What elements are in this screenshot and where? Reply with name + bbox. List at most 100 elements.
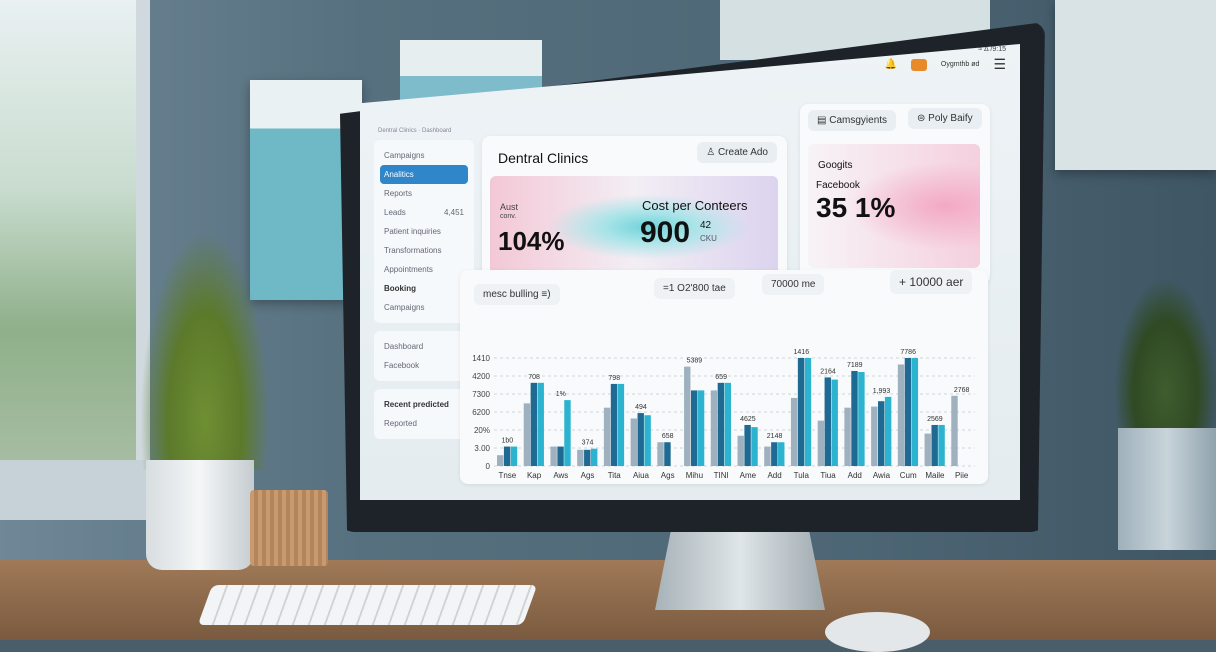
bar bbox=[610, 383, 618, 466]
bar bbox=[938, 424, 945, 466]
bar bbox=[717, 382, 725, 466]
bar bbox=[644, 415, 651, 466]
bar bbox=[778, 442, 785, 466]
sidebar-item[interactable]: Transformations bbox=[384, 246, 442, 255]
sidebar-item[interactable]: Campaigns bbox=[384, 151, 425, 160]
bar bbox=[771, 442, 778, 466]
plant-pot bbox=[146, 460, 254, 570]
x-tick-label: TINI bbox=[714, 471, 729, 480]
status-text: ≈ ∆ /9:15 bbox=[978, 46, 1006, 53]
y-tick-label: 0 bbox=[486, 462, 491, 471]
bar bbox=[697, 390, 705, 466]
sidebar: Campaigns Analitics Reports Leads 4,451 … bbox=[374, 114, 474, 484]
metric-value: 35 1% bbox=[816, 192, 896, 223]
bar bbox=[584, 449, 591, 466]
wall-frame bbox=[1055, 0, 1216, 170]
bar bbox=[664, 442, 671, 466]
filter-button[interactable]: mesc bulling ≡) bbox=[474, 284, 560, 305]
bar bbox=[577, 449, 584, 466]
bar bbox=[617, 383, 625, 466]
user-icon: ♙ bbox=[706, 147, 718, 158]
data-label: 374 bbox=[582, 440, 594, 447]
google-label: Googits bbox=[818, 160, 853, 171]
bar bbox=[657, 442, 664, 466]
x-tick-label: Tula bbox=[794, 471, 810, 480]
data-label: 4625 bbox=[740, 416, 756, 423]
data-label: 659 bbox=[715, 374, 727, 381]
bar bbox=[844, 407, 851, 466]
keyboard[interactable] bbox=[197, 585, 538, 625]
sidebar-item[interactable]: Campaigns bbox=[384, 303, 425, 312]
bar bbox=[764, 446, 771, 466]
bar bbox=[951, 395, 958, 466]
bar-chart: 0 3.00 20% 6200 7300 4200 1410 1b0 Tnse 708 Kap 1% A… bbox=[472, 349, 975, 480]
bar bbox=[724, 382, 731, 466]
chart-card: mesc bulling ≡) =1 O2'800 tae 70000 me +… bbox=[460, 270, 988, 484]
y-tick-label: 6200 bbox=[472, 408, 490, 417]
sidebar-item[interactable]: Leads 4,451 bbox=[384, 208, 464, 217]
bar bbox=[884, 396, 892, 466]
bell-icon[interactable]: 🔔 bbox=[884, 59, 897, 70]
x-tick-label: Add bbox=[848, 471, 862, 480]
sidebar-item[interactable]: Reports bbox=[384, 189, 413, 198]
window bbox=[0, 0, 150, 470]
data-label: 658 bbox=[662, 433, 674, 440]
bar bbox=[557, 446, 564, 466]
plant-right bbox=[1115, 280, 1216, 440]
desk bbox=[0, 560, 1216, 640]
data-label: 2569 bbox=[927, 416, 943, 423]
bar bbox=[550, 446, 557, 466]
callout-2: 70000 me bbox=[762, 274, 825, 295]
bar bbox=[824, 377, 831, 466]
metric-sup: 42 bbox=[700, 220, 712, 231]
bar bbox=[858, 372, 865, 466]
bar bbox=[637, 413, 644, 466]
x-tick-label: Ags bbox=[581, 471, 595, 480]
data-label: 1416 bbox=[794, 349, 810, 356]
x-tick-label: Awia bbox=[873, 471, 891, 480]
bar bbox=[744, 424, 751, 466]
y-tick-label: 3.00 bbox=[474, 444, 490, 453]
sidebar-item-active[interactable]: Analitics bbox=[380, 165, 468, 184]
sidebar-item[interactable]: Booking bbox=[384, 284, 416, 293]
sidebar-item[interactable]: Reported bbox=[384, 419, 417, 428]
metric-label: Aust bbox=[500, 202, 519, 212]
bar bbox=[710, 390, 718, 466]
avatar[interactable] bbox=[910, 58, 927, 71]
y-tick-label: 7300 bbox=[472, 390, 490, 399]
bar bbox=[603, 407, 611, 466]
data-label: 5389 bbox=[687, 358, 703, 365]
bar bbox=[897, 364, 905, 466]
poly-button[interactable]: ⊜ Poly Baify bbox=[908, 108, 982, 129]
bar bbox=[924, 433, 931, 466]
sidebar-item[interactable]: Patient inquiries bbox=[384, 227, 441, 236]
bar bbox=[523, 403, 531, 466]
sidebar-item[interactable]: Dashboard bbox=[384, 342, 424, 351]
sidebar-item[interactable]: Recent predicted bbox=[384, 400, 449, 409]
x-tick-label: Tnse bbox=[498, 471, 516, 480]
x-tick-label: Piie bbox=[955, 471, 969, 480]
data-label: 2164 bbox=[820, 368, 836, 375]
menu-icon[interactable]: ☰ bbox=[993, 56, 1006, 72]
wooden-container bbox=[250, 490, 328, 566]
dental-clinics-card: Dentral Clinics ♙ Create Ado Aust conv. … bbox=[482, 136, 787, 286]
data-label: 2768 bbox=[954, 387, 970, 394]
mouse[interactable] bbox=[825, 612, 930, 652]
metric-value: 104% bbox=[498, 226, 565, 256]
x-tick-label: Maile bbox=[925, 471, 945, 480]
x-tick-label: Ags bbox=[661, 471, 675, 480]
metric-sub: CKU bbox=[700, 234, 717, 243]
metric-value: 900 bbox=[640, 216, 691, 249]
sidebar-item[interactable]: Facebook bbox=[384, 361, 420, 370]
create-ad-button[interactable]: ♙ Create Ado bbox=[697, 142, 777, 163]
monitor-screen: ≈ ∆ /9:15 🔔 Oygmthb ød ☰ Dentral Clinics… bbox=[360, 44, 1020, 500]
sidebar-item[interactable]: Appointments bbox=[384, 265, 433, 274]
page-title: Dentral Clinics bbox=[498, 150, 589, 166]
bar bbox=[737, 435, 744, 466]
user-name[interactable]: Oygmthb ød bbox=[940, 61, 980, 68]
channels-card: ▤ Camsgyients ⊜ Poly Baify Googits Faceb… bbox=[800, 104, 990, 284]
x-tick-label: Tiua bbox=[820, 471, 836, 480]
campaigns-button[interactable]: ▤ Camsgyients bbox=[808, 110, 897, 131]
plant-pot-right bbox=[1118, 428, 1216, 550]
bar bbox=[503, 446, 511, 466]
